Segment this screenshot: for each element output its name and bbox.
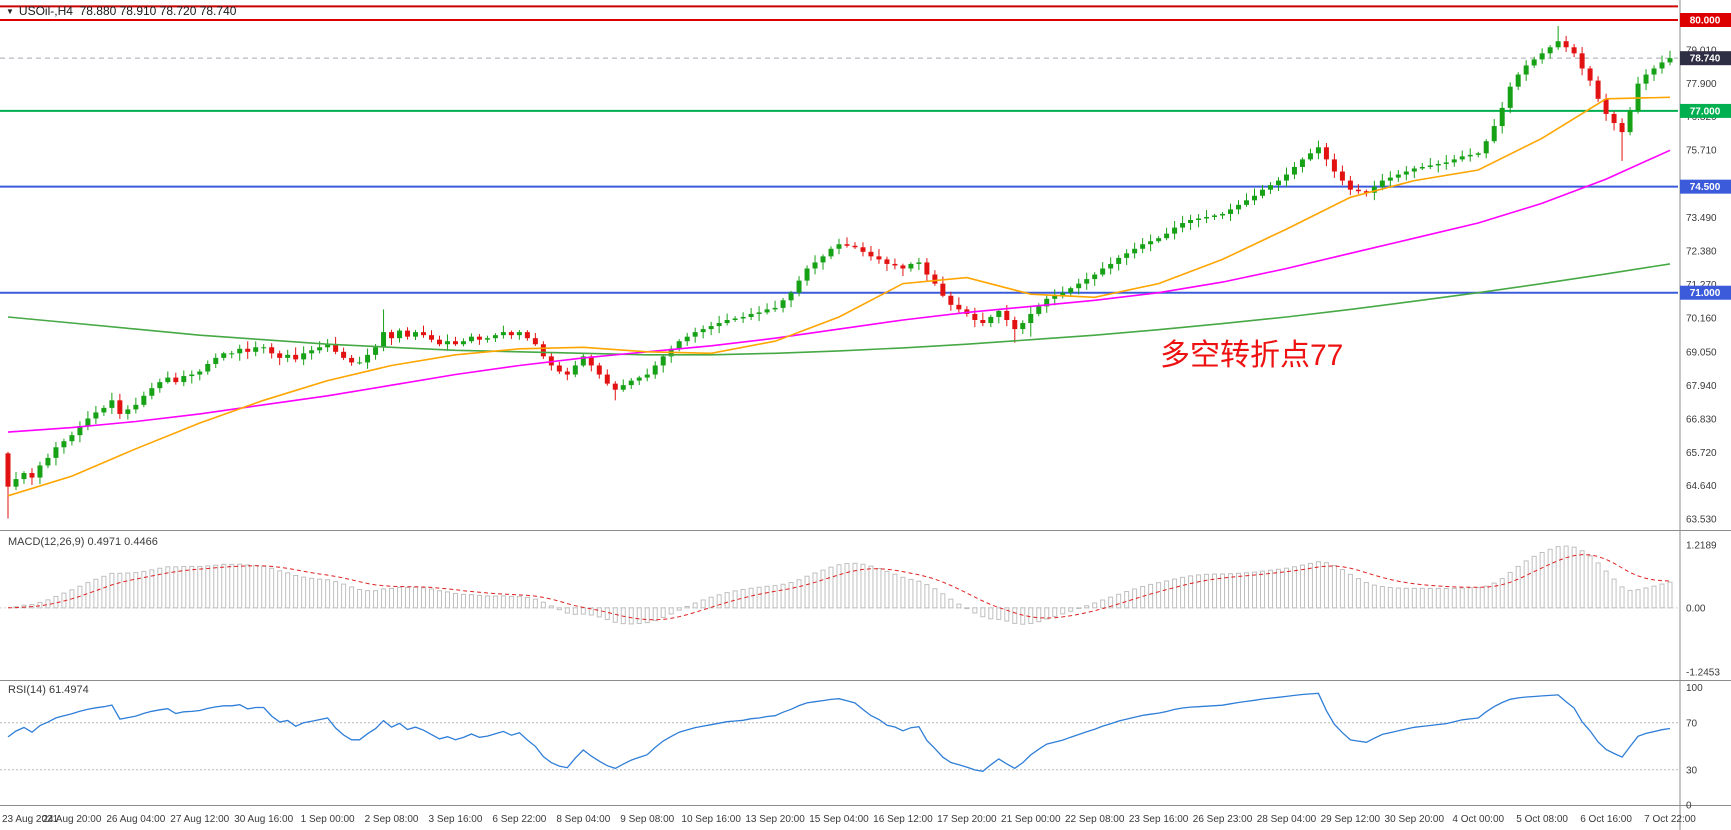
time-label: 2 Sep 08:00 bbox=[365, 814, 419, 825]
svg-text:75.710: 75.710 bbox=[1686, 146, 1717, 157]
symbol-dropdown-icon[interactable]: ▼ bbox=[6, 6, 14, 16]
ma-slow-green-line bbox=[7, 263, 1671, 356]
time-label: 6 Sep 22:00 bbox=[492, 814, 546, 825]
ma-fast-orange-line bbox=[7, 96, 1671, 497]
current-price-badge-label: 78.740 bbox=[1690, 54, 1721, 65]
svg-text:72.380: 72.380 bbox=[1686, 246, 1717, 257]
svg-text:-1.2453: -1.2453 bbox=[1686, 668, 1720, 679]
current-price-badge[interactable] bbox=[1680, 51, 1731, 66]
svg-text:0: 0 bbox=[1686, 801, 1692, 812]
svg-text:69.050: 69.050 bbox=[1686, 347, 1717, 358]
svg-text:65.720: 65.720 bbox=[1686, 448, 1717, 459]
time-label: 3 Sep 16:00 bbox=[428, 814, 482, 825]
price-axis[interactable]: 79.01077.90076.82075.71073.49072.38071.2… bbox=[1686, 46, 1720, 812]
svg-text:66.830: 66.830 bbox=[1686, 415, 1717, 426]
time-label: 5 Oct 08:00 bbox=[1516, 814, 1568, 825]
time-label: 23 Aug 2021 bbox=[2, 814, 59, 825]
time-label: 23 Sep 16:00 bbox=[1129, 814, 1189, 825]
macd-signal-line bbox=[7, 554, 1671, 621]
level-badge-77.000[interactable] bbox=[1680, 103, 1731, 118]
svg-text:71.270: 71.270 bbox=[1686, 280, 1717, 291]
level-badge-80.000-label: 80.000 bbox=[1690, 16, 1721, 27]
macd-indicator-label: MACD(12,26,9) 0.4971 0.4466 bbox=[8, 536, 158, 548]
symbol-ohlc-title: USOil-,H4 78.880 78.910 78.720 78.740 bbox=[18, 4, 237, 18]
time-label: 22 Sep 08:00 bbox=[1065, 814, 1125, 825]
rsi-indicator-label: RSI(14) 61.4974 bbox=[8, 684, 89, 696]
level-badge-71.000[interactable] bbox=[1680, 285, 1731, 300]
time-label: 27 Aug 12:00 bbox=[170, 814, 229, 825]
text-annotation[interactable]: 多空转折点77 bbox=[1160, 339, 1344, 372]
level-badge-80.000[interactable] bbox=[1680, 13, 1731, 27]
level-badge-71.000-label: 71.000 bbox=[1690, 288, 1721, 299]
time-label: 21 Sep 00:00 bbox=[1001, 814, 1061, 825]
time-label: 26 Sep 23:00 bbox=[1193, 814, 1253, 825]
time-label: 7 Oct 22:00 bbox=[1644, 814, 1696, 825]
svg-text:77.900: 77.900 bbox=[1686, 79, 1717, 90]
horizontal-level-lines[interactable] bbox=[0, 5, 1678, 294]
svg-text:1.2189: 1.2189 bbox=[1686, 540, 1717, 551]
time-label: 28 Sep 04:00 bbox=[1257, 814, 1317, 825]
svg-text:79.010: 79.010 bbox=[1686, 46, 1717, 57]
time-label: 15 Sep 04:00 bbox=[809, 814, 869, 825]
rsi-line bbox=[7, 692, 1671, 772]
level-badge-74.500-label: 74.500 bbox=[1690, 182, 1721, 193]
time-label: 26 Aug 04:00 bbox=[106, 814, 165, 825]
svg-text:70: 70 bbox=[1686, 718, 1698, 729]
svg-text:63.530: 63.530 bbox=[1686, 515, 1717, 526]
svg-text:30: 30 bbox=[1686, 765, 1698, 776]
time-label: 10 Sep 16:00 bbox=[681, 814, 741, 825]
svg-text:0.00: 0.00 bbox=[1686, 603, 1706, 614]
svg-text:100: 100 bbox=[1686, 683, 1703, 694]
time-label: 4 Oct 00:00 bbox=[1452, 814, 1504, 825]
time-label: 30 Sep 20:00 bbox=[1385, 814, 1445, 825]
svg-text:70.160: 70.160 bbox=[1686, 314, 1717, 325]
svg-text:73.490: 73.490 bbox=[1686, 213, 1717, 224]
time-label: 13 Sep 20:00 bbox=[745, 814, 805, 825]
time-label: 1 Sep 00:00 bbox=[301, 814, 355, 825]
candlesticks bbox=[5, 26, 1673, 519]
ma-mid-magenta-line bbox=[7, 149, 1671, 433]
level-badge-77.000-label: 77.000 bbox=[1690, 106, 1721, 117]
time-label: 30 Aug 16:00 bbox=[234, 814, 293, 825]
level-badge-74.500[interactable] bbox=[1680, 179, 1731, 194]
time-label: 29 Sep 12:00 bbox=[1321, 814, 1381, 825]
time-label: 16 Sep 12:00 bbox=[873, 814, 933, 825]
time-label: 9 Sep 08:00 bbox=[620, 814, 674, 825]
time-label: 6 Oct 16:00 bbox=[1580, 814, 1632, 825]
time-label: 17 Sep 20:00 bbox=[937, 814, 997, 825]
price-badges[interactable]: 80.000 77.000 74.500 71.000 78.740 bbox=[1680, 13, 1731, 300]
time-label: 8 Sep 04:00 bbox=[556, 814, 610, 825]
macd-histogram bbox=[13, 545, 1673, 625]
svg-text:67.940: 67.940 bbox=[1686, 381, 1717, 392]
chart-title-bar: ▼ USOil-,H4 78.880 78.910 78.720 78.740 bbox=[6, 4, 236, 18]
time-label: 24 Aug 20:00 bbox=[42, 814, 101, 825]
svg-text:64.640: 64.640 bbox=[1686, 481, 1717, 492]
